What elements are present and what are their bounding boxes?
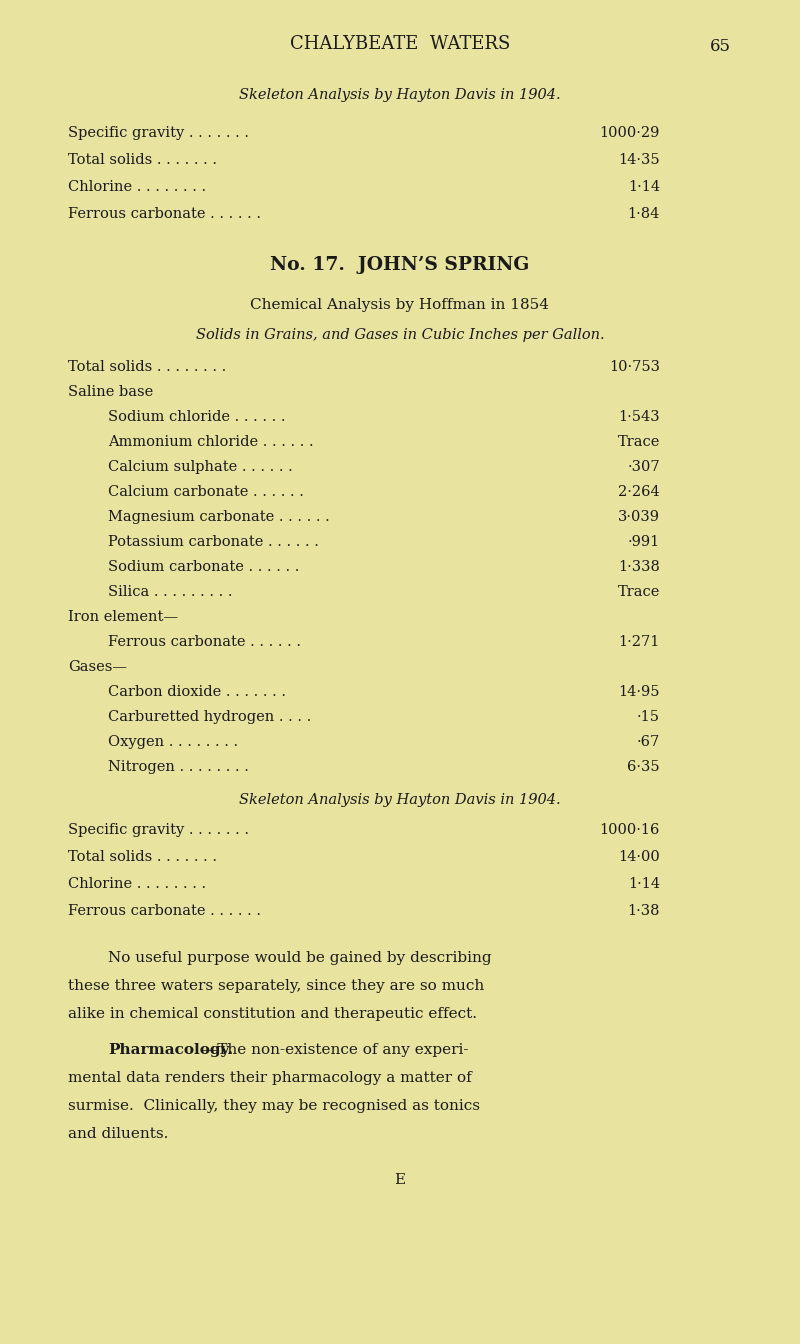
Text: 1·271: 1·271 [618,634,660,649]
Text: 2·264: 2·264 [618,485,660,499]
Text: Nitrogen . . . . . . . .: Nitrogen . . . . . . . . [108,759,249,774]
Text: these three waters separately, since they are so much: these three waters separately, since the… [68,978,484,993]
Text: 3·039: 3·039 [618,509,660,524]
Text: Calcium carbonate . . . . . .: Calcium carbonate . . . . . . [108,485,304,499]
Text: 10·753: 10·753 [609,360,660,374]
Text: Skeleton Analysis by Hayton Davis in 1904.: Skeleton Analysis by Hayton Davis in 190… [239,87,561,102]
Text: No useful purpose would be gained by describing: No useful purpose would be gained by des… [108,952,492,965]
Text: Solids in Grains, and Gases in Cubic Inches per Gallon.: Solids in Grains, and Gases in Cubic Inc… [196,328,604,341]
Text: Ferrous carbonate . . . . . .: Ferrous carbonate . . . . . . [108,634,301,649]
Text: 14·00: 14·00 [618,849,660,864]
Text: 1000·29: 1000·29 [600,126,660,140]
Text: Potassium carbonate . . . . . .: Potassium carbonate . . . . . . [108,535,319,548]
Text: 14·95: 14·95 [618,685,660,699]
Text: —The non-existence of any experi-: —The non-existence of any experi- [202,1043,468,1056]
Text: Ferrous carbonate . . . . . .: Ferrous carbonate . . . . . . [68,207,261,220]
Text: Ferrous carbonate . . . . . .: Ferrous carbonate . . . . . . [68,905,261,918]
Text: Skeleton Analysis by Hayton Davis in 1904.: Skeleton Analysis by Hayton Davis in 190… [239,793,561,806]
Text: Specific gravity . . . . . . .: Specific gravity . . . . . . . [68,823,249,837]
Text: 1·338: 1·338 [618,560,660,574]
Text: Sodium chloride . . . . . .: Sodium chloride . . . . . . [108,410,286,423]
Text: ·67: ·67 [637,735,660,749]
Text: Magnesium carbonate . . . . . .: Magnesium carbonate . . . . . . [108,509,330,524]
Text: 1·543: 1·543 [618,410,660,423]
Text: Calcium sulphate . . . . . .: Calcium sulphate . . . . . . [108,460,293,474]
Text: Carburetted hydrogen . . . .: Carburetted hydrogen . . . . [108,710,311,724]
Text: 1·14: 1·14 [628,180,660,194]
Text: 1·14: 1·14 [628,878,660,891]
Text: Total solids . . . . . . .: Total solids . . . . . . . [68,849,217,864]
Text: Oxygen . . . . . . . .: Oxygen . . . . . . . . [108,735,238,749]
Text: Specific gravity . . . . . . .: Specific gravity . . . . . . . [68,126,249,140]
Text: Total solids . . . . . . .: Total solids . . . . . . . [68,153,217,167]
Text: ·307: ·307 [627,460,660,474]
Text: Iron element—: Iron element— [68,610,178,624]
Text: 1·38: 1·38 [627,905,660,918]
Text: Trace: Trace [618,585,660,599]
Text: Ammonium chloride . . . . . .: Ammonium chloride . . . . . . [108,435,314,449]
Text: Silica . . . . . . . . .: Silica . . . . . . . . . [108,585,233,599]
Text: mental data renders their pharmacology a matter of: mental data renders their pharmacology a… [68,1071,472,1085]
Text: ·15: ·15 [637,710,660,724]
Text: 6·35: 6·35 [627,759,660,774]
Text: 65: 65 [710,38,731,55]
Text: CHALYBEATE  WATERS: CHALYBEATE WATERS [290,35,510,52]
Text: 1000·16: 1000·16 [600,823,660,837]
Text: No. 17.  JOHN’S SPRING: No. 17. JOHN’S SPRING [270,255,530,274]
Text: 14·35: 14·35 [618,153,660,167]
Text: surmise.  Clinically, they may be recognised as tonics: surmise. Clinically, they may be recogni… [68,1099,480,1113]
Text: E: E [394,1173,406,1187]
Text: Sodium carbonate . . . . . .: Sodium carbonate . . . . . . [108,560,299,574]
Text: Chemical Analysis by Hoffman in 1854: Chemical Analysis by Hoffman in 1854 [250,298,550,312]
Text: Saline base: Saline base [68,384,154,399]
Text: Gases—: Gases— [68,660,127,673]
Text: alike in chemical constitution and therapeutic effect.: alike in chemical constitution and thera… [68,1007,477,1021]
Text: Chlorine . . . . . . . .: Chlorine . . . . . . . . [68,180,206,194]
Text: Total solids . . . . . . . .: Total solids . . . . . . . . [68,360,226,374]
Text: Chlorine . . . . . . . .: Chlorine . . . . . . . . [68,878,206,891]
Text: Carbon dioxide . . . . . . .: Carbon dioxide . . . . . . . [108,685,286,699]
Text: Pharmacology.: Pharmacology. [108,1043,233,1056]
Text: 1·84: 1·84 [628,207,660,220]
Text: Trace: Trace [618,435,660,449]
Text: and diluents.: and diluents. [68,1128,168,1141]
Text: ·991: ·991 [628,535,660,548]
